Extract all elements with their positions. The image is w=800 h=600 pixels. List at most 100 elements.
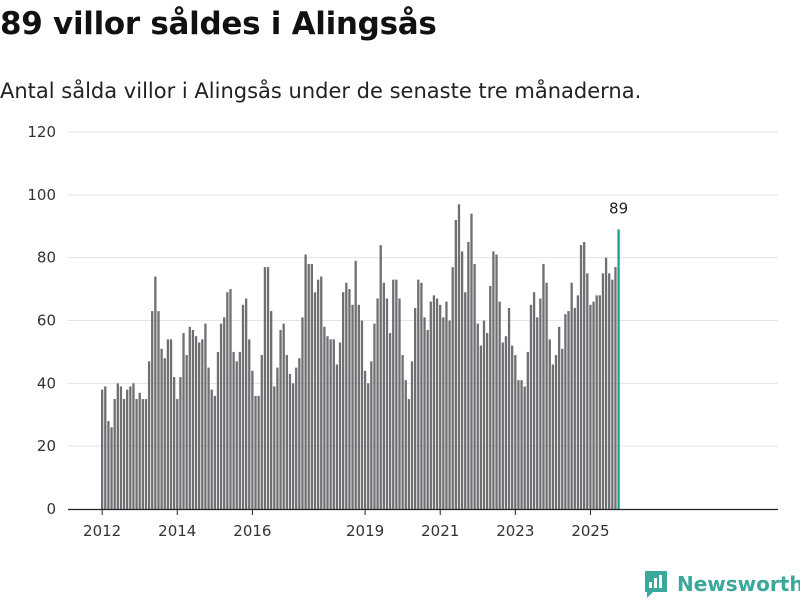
bar: [251, 370, 254, 509]
bar: [135, 399, 138, 509]
bar: [382, 282, 385, 509]
bar: [357, 304, 360, 509]
bar: [517, 380, 520, 509]
bar: [511, 345, 514, 509]
bar: [567, 311, 570, 509]
bar: [445, 301, 448, 509]
bar: [295, 367, 298, 509]
bar: [113, 399, 116, 509]
bar: [536, 317, 539, 509]
bar: [110, 427, 113, 509]
bar: [489, 285, 492, 509]
bar: [119, 386, 123, 509]
bar: [514, 355, 517, 509]
labels: 0 20 40 60 80 100 120 2012 2014 2016 2019 2021 2023 2…: [27, 123, 628, 540]
bar: [501, 342, 504, 509]
bar: [260, 355, 263, 509]
bar: [532, 292, 536, 509]
bar: [354, 260, 357, 509]
bar: [401, 355, 404, 509]
bar: [241, 304, 245, 509]
bar: [282, 323, 285, 509]
bar: [129, 386, 132, 509]
bar: [460, 251, 464, 509]
bar: [614, 267, 617, 509]
bar: [216, 351, 220, 509]
bar: [254, 395, 257, 509]
x-tick-label: 2014: [158, 522, 196, 540]
bar: [320, 276, 323, 509]
bar: [495, 254, 498, 509]
bar: [338, 342, 342, 509]
bar: [147, 361, 151, 509]
bar: [191, 329, 195, 509]
bar: [172, 377, 176, 509]
y-tick-label: 80: [37, 249, 56, 267]
bar: [266, 267, 270, 509]
bar: [429, 301, 432, 509]
bar: [482, 320, 486, 509]
bar: [611, 279, 614, 509]
y-tick-label: 120: [27, 123, 56, 141]
x-tick-label: 2012: [83, 522, 121, 540]
bar: [385, 298, 389, 509]
bars: [101, 204, 620, 510]
bar: [310, 263, 314, 509]
bar: [410, 361, 414, 509]
bar: [151, 311, 154, 509]
bar: [451, 267, 454, 509]
bar: [454, 219, 457, 509]
bar: [485, 333, 489, 509]
bar: [188, 326, 191, 509]
axes: [68, 508, 778, 515]
bar: [598, 295, 601, 509]
x-tick-label: 2023: [496, 522, 534, 540]
bar: [539, 298, 542, 509]
bar: [470, 213, 473, 509]
bar: [179, 377, 182, 509]
bar: [169, 339, 173, 509]
bar: [498, 301, 501, 509]
bar: [589, 304, 592, 509]
bar: [473, 263, 476, 509]
bar: [163, 358, 166, 509]
bar: [276, 367, 279, 509]
bar: [504, 336, 508, 509]
bar: [232, 351, 235, 509]
bar: [219, 323, 223, 509]
bar: [144, 399, 148, 509]
bar: [423, 317, 426, 509]
bar: [226, 292, 229, 509]
bar: [586, 273, 589, 509]
bar: [263, 267, 267, 509]
bar: [373, 323, 376, 509]
x-tick-label: 2019: [346, 522, 384, 540]
bar: [248, 339, 251, 509]
bar: [204, 323, 207, 509]
bar: [213, 395, 216, 509]
bar: [288, 373, 292, 509]
highlight-value-label: 89: [609, 199, 628, 217]
bar: [238, 351, 242, 509]
bar: [332, 339, 335, 509]
x-tick-label: 2025: [571, 522, 609, 540]
bar: [414, 307, 417, 509]
bar: [601, 273, 605, 509]
bar: [304, 254, 307, 509]
bar: [342, 292, 345, 509]
y-tick-label: 100: [27, 186, 56, 204]
bar: [367, 383, 370, 509]
bar: [507, 307, 511, 509]
bar: [379, 245, 382, 509]
bar: [244, 298, 248, 509]
bar: [363, 370, 367, 509]
bar: [520, 380, 523, 509]
bar: [176, 399, 179, 509]
bar: [542, 263, 545, 509]
bar: [608, 273, 611, 509]
bar: [291, 383, 295, 509]
bar: [351, 304, 354, 509]
bar: [122, 399, 126, 509]
bar: [279, 329, 282, 509]
